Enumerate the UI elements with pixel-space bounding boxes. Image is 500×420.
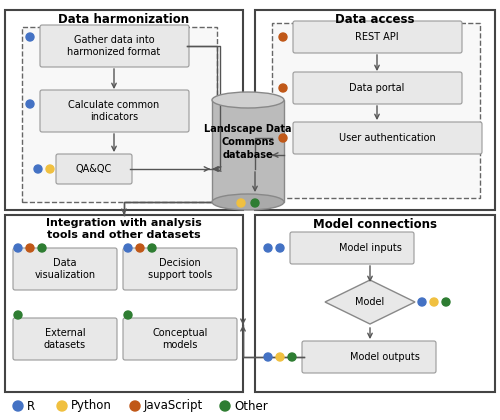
Circle shape [13, 401, 23, 411]
Text: Other: Other [234, 399, 268, 412]
Bar [255, 10, 495, 210]
FancyBboxPatch shape [13, 248, 117, 290]
FancyBboxPatch shape [293, 72, 462, 104]
FancyBboxPatch shape [40, 90, 189, 132]
Circle shape [148, 244, 156, 252]
Ellipse shape [212, 194, 284, 210]
Circle shape [264, 353, 272, 361]
Bar [5, 215, 243, 392]
Circle shape [276, 353, 284, 361]
Text: Model connections: Model connections [313, 218, 437, 231]
Circle shape [57, 401, 67, 411]
Circle shape [26, 100, 34, 108]
Circle shape [430, 298, 438, 306]
Text: JavaScript: JavaScript [144, 399, 203, 412]
FancyBboxPatch shape [293, 21, 462, 53]
Text: Calculate common
indicators: Calculate common indicators [68, 100, 160, 122]
FancyBboxPatch shape [40, 25, 189, 67]
FancyBboxPatch shape [56, 154, 132, 184]
Bar [272, 23, 480, 198]
Text: Decision
support tools: Decision support tools [148, 258, 212, 280]
Text: Model: Model [356, 297, 384, 307]
Circle shape [14, 311, 22, 319]
Text: Gather data into
harmonized format: Gather data into harmonized format [68, 35, 160, 57]
Bar [5, 10, 243, 210]
FancyBboxPatch shape [13, 318, 117, 360]
Circle shape [288, 353, 296, 361]
Text: Model outputs: Model outputs [350, 352, 420, 362]
FancyBboxPatch shape [123, 318, 237, 360]
Bar [212, 100, 284, 202]
Polygon shape [325, 280, 415, 324]
FancyBboxPatch shape [293, 122, 482, 154]
Text: External
datasets: External datasets [44, 328, 86, 350]
Circle shape [14, 244, 22, 252]
Text: REST API: REST API [355, 32, 399, 42]
Circle shape [46, 165, 54, 173]
Text: Data access: Data access [335, 13, 415, 26]
Text: R: R [27, 399, 35, 412]
Text: QA&QC: QA&QC [76, 164, 112, 174]
Circle shape [279, 33, 287, 41]
Circle shape [220, 401, 230, 411]
Circle shape [279, 84, 287, 92]
Text: Python: Python [71, 399, 112, 412]
Circle shape [38, 244, 46, 252]
Circle shape [251, 199, 259, 207]
FancyBboxPatch shape [290, 232, 414, 264]
Circle shape [276, 244, 284, 252]
Bar [22, 27, 217, 202]
Circle shape [26, 33, 34, 41]
Circle shape [124, 244, 132, 252]
Circle shape [26, 244, 34, 252]
Text: Integration with analysis
tools and other datasets: Integration with analysis tools and othe… [46, 218, 202, 240]
Circle shape [136, 244, 144, 252]
Circle shape [418, 298, 426, 306]
FancyBboxPatch shape [302, 341, 436, 373]
Text: Data
visualization: Data visualization [34, 258, 96, 280]
Text: User authentication: User authentication [338, 133, 436, 143]
Circle shape [130, 401, 140, 411]
Circle shape [264, 244, 272, 252]
Text: Model inputs: Model inputs [338, 243, 402, 253]
FancyBboxPatch shape [123, 248, 237, 290]
Circle shape [34, 165, 42, 173]
Circle shape [442, 298, 450, 306]
Bar [255, 215, 495, 392]
Text: Conceptual
models: Conceptual models [152, 328, 208, 350]
Ellipse shape [212, 92, 284, 108]
Circle shape [237, 199, 245, 207]
Text: Data portal: Data portal [350, 83, 405, 93]
Circle shape [279, 134, 287, 142]
Text: Landscape Data
Commons
database: Landscape Data Commons database [204, 124, 292, 160]
Circle shape [124, 311, 132, 319]
Text: Data harmonization: Data harmonization [58, 13, 190, 26]
